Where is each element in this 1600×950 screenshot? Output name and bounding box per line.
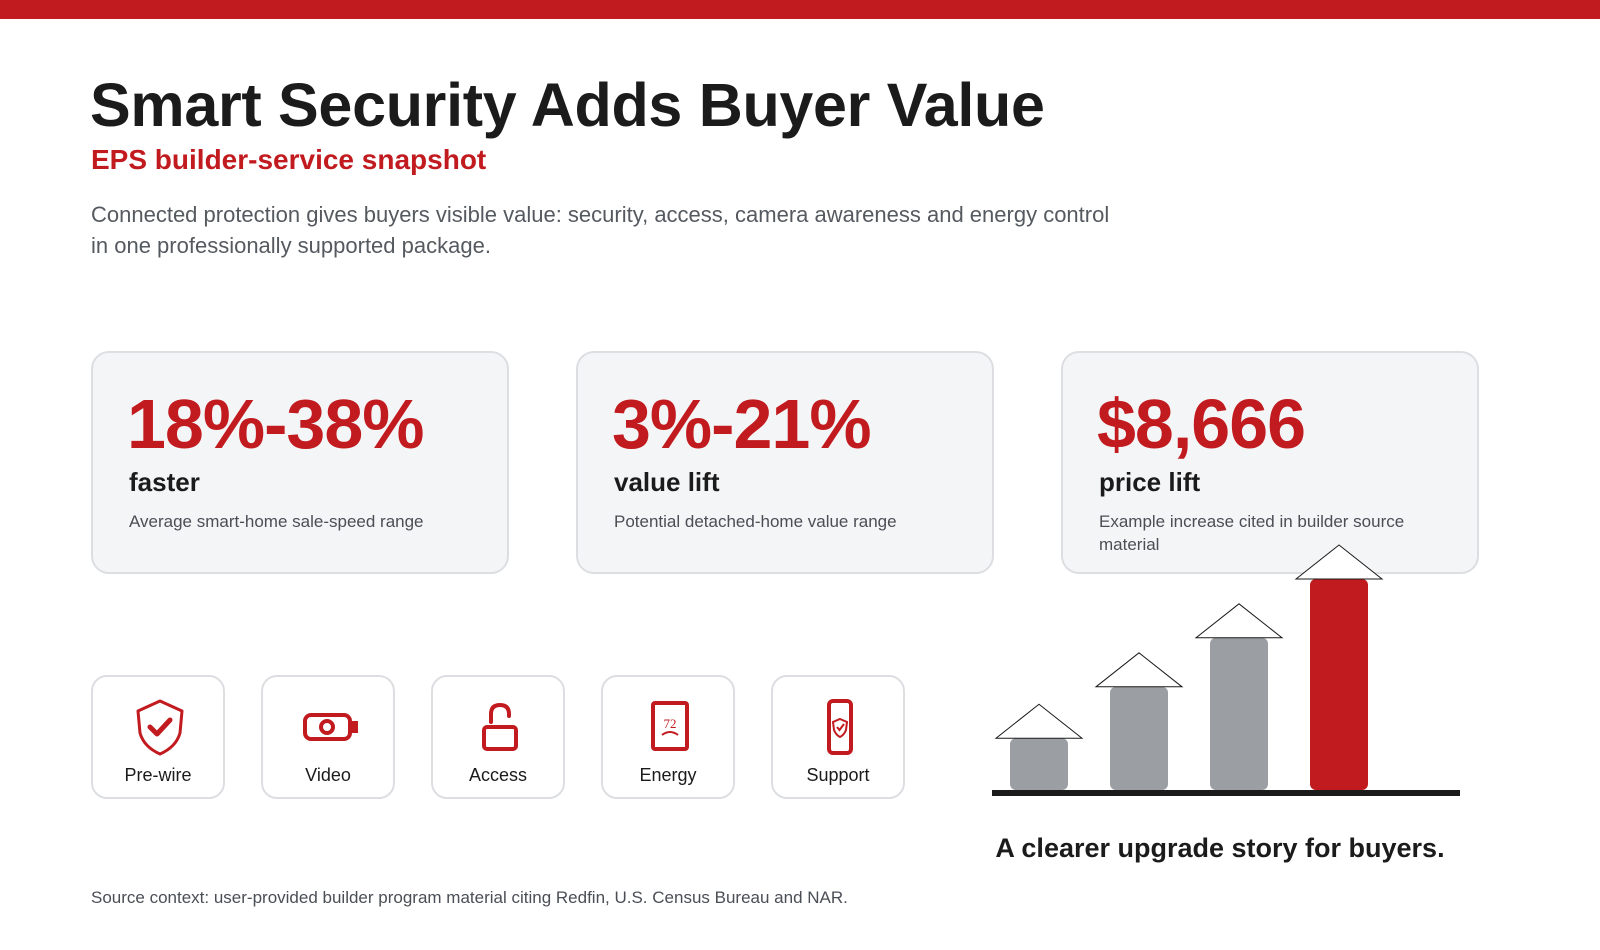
- growth-arrowhead: [1194, 603, 1284, 639]
- svg-text:72: 72: [664, 716, 677, 731]
- feature-tile-support: Support: [771, 675, 905, 799]
- feature-tile-access: Access: [431, 675, 565, 799]
- growth-baseline: [992, 790, 1460, 796]
- growth-arrows-graphic: [992, 544, 1460, 796]
- growth-arrowhead: [1294, 544, 1384, 580]
- feature-label: Pre-wire: [124, 765, 192, 785]
- stat-description: Potential detached-home value range: [614, 512, 897, 531]
- stat-description: Average smart-home sale-speed range: [129, 512, 424, 531]
- stat-card-price-lift: $8,666 price lift Example increase cited…: [1061, 351, 1479, 574]
- lock-icon: [482, 702, 518, 751]
- stat-card-value-lift: 3%-21% value lift Potential detached-hom…: [576, 351, 994, 574]
- page-subtitle: EPS builder-service snapshot: [91, 144, 487, 175]
- feature-tile-video: Video: [261, 675, 395, 799]
- feature-tile-pre-wire: Pre-wire: [91, 675, 225, 799]
- growth-bar: [1310, 579, 1368, 790]
- feature-tile-energy: 72 Energy: [601, 675, 735, 799]
- camera-icon: [303, 713, 358, 741]
- stat-label: faster: [129, 467, 200, 497]
- stat-value: 3%-21%: [612, 385, 872, 463]
- stat-value: $8,666: [1097, 385, 1306, 463]
- intro-text: Connected protection gives buyers visibl…: [91, 202, 1110, 258]
- growth-bar: [1110, 686, 1168, 790]
- growth-bar: [1210, 637, 1268, 790]
- stat-description: Example increase cited in builder source…: [1099, 512, 1405, 554]
- feature-label: Energy: [639, 765, 697, 785]
- stat-card-sale-speed: 18%-38% faster Average smart-home sale-s…: [91, 351, 509, 574]
- shield-check-icon: [136, 699, 184, 756]
- thermostat-icon: 72: [651, 701, 689, 751]
- feature-label: Video: [305, 765, 351, 785]
- stat-label: value lift: [614, 467, 720, 497]
- growth-bar: [1010, 738, 1068, 790]
- growth-caption: A clearer upgrade story for buyers.: [995, 833, 1445, 863]
- growth-arrowhead: [1094, 652, 1184, 688]
- feature-label: Access: [468, 765, 528, 785]
- source-note: Source context: user-provided builder pr…: [91, 888, 848, 907]
- top-accent-bar: [0, 0, 1600, 19]
- phone-shield-icon: [827, 699, 853, 755]
- growth-arrowhead: [994, 703, 1084, 739]
- feature-label: Support: [806, 765, 870, 785]
- stat-label: price lift: [1099, 467, 1201, 497]
- page-title: Smart Security Adds Buyer Value: [90, 71, 1045, 139]
- stat-value: 18%-38%: [127, 385, 425, 463]
